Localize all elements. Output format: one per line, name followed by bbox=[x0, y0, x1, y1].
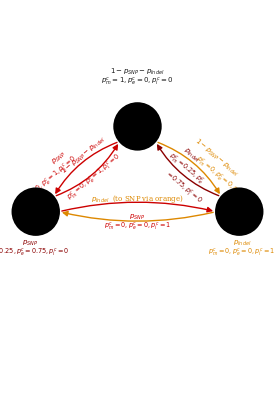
Text: $=0.75,p_i^c=0$: $=0.75,p_i^c=0$ bbox=[161, 169, 204, 208]
Text: $p_{SNP}$: $p_{SNP}$ bbox=[50, 149, 68, 167]
Text: $p_{Indel}$: $p_{Indel}$ bbox=[233, 239, 251, 249]
Text: $p_{SNP}$: $p_{SNP}$ bbox=[130, 213, 145, 222]
Text: $p_m^c=1,p_e^c=0,p_i^c=0$: $p_m^c=1,p_e^c=0,p_i^c=0$ bbox=[101, 76, 174, 88]
Text: $p_m^c=0,p_e^c=0,p_i^c=1$: $p_m^c=0,p_e^c=0,p_i^c=1$ bbox=[192, 154, 251, 206]
Text: $1-p_{SNP}-p_{Indel}$: $1-p_{SNP}-p_{Indel}$ bbox=[60, 134, 108, 177]
Text: $p_m^c=0.25,p_e^c$: $p_m^c=0.25,p_e^c$ bbox=[165, 150, 206, 187]
Text: Match: Match bbox=[117, 120, 158, 133]
Text: $p_m^c=0,p_e^c=1,p_i^c=0$: $p_m^c=0,p_e^c=1,p_i^c=0$ bbox=[21, 154, 81, 206]
Text: Indel: Indel bbox=[223, 205, 255, 218]
Text: SNP: SNP bbox=[22, 205, 50, 218]
Circle shape bbox=[216, 188, 263, 235]
Text: $p_{Indel}$  (to SNP via orange): $p_{Indel}$ (to SNP via orange) bbox=[91, 193, 184, 205]
Text: $1-p_{SNP}-p_{Indel}$: $1-p_{SNP}-p_{Indel}$ bbox=[192, 137, 240, 179]
Text: $p_{SNP}$: $p_{SNP}$ bbox=[22, 239, 38, 249]
Text: $p_m^c=0,p_e^c=1,p_i^c=0$: $p_m^c=0,p_e^c=1,p_i^c=0$ bbox=[65, 151, 125, 204]
Circle shape bbox=[12, 188, 59, 235]
Text: $=0.25,p_e^c=0.75,p_i^c=0$: $=0.25,p_e^c=0.75,p_i^c=0$ bbox=[0, 247, 70, 259]
Text: $1-p_{SNP}-p_{Indel}$: $1-p_{SNP}-p_{Indel}$ bbox=[110, 67, 165, 77]
Text: $p_m^c=0,p_e^c=0,p_i^c=1$: $p_m^c=0,p_e^c=0,p_i^c=1$ bbox=[208, 247, 275, 259]
Circle shape bbox=[114, 103, 161, 150]
Text: $p_{Indel}$: $p_{Indel}$ bbox=[181, 146, 201, 165]
Text: $p_m^c=0,p_e^c=0,p_i^c=1$: $p_m^c=0,p_e^c=0,p_i^c=1$ bbox=[104, 221, 171, 233]
